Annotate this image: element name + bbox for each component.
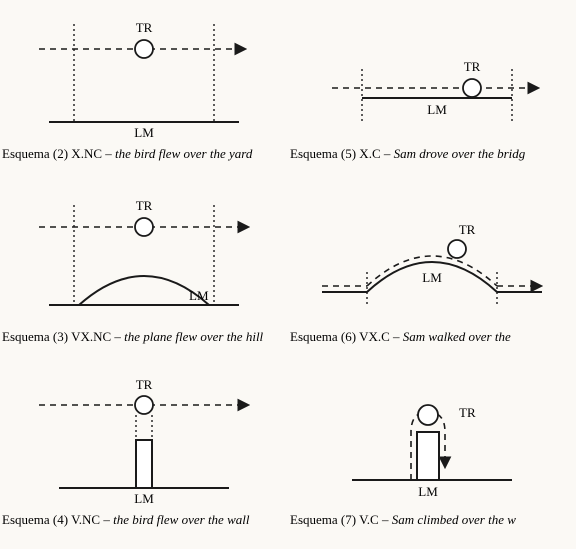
caption-label: Esquema (4) V.NC –	[2, 512, 113, 527]
diagram-x-nc: TR LM	[19, 4, 269, 144]
tr-label: TR	[136, 377, 153, 392]
tr-label: TR	[459, 222, 476, 237]
caption-example: the bird flew over the wall	[113, 512, 249, 527]
cell-d7: TR LM Esquema (7) V.C – Sam climbed over…	[288, 366, 576, 549]
cell-d3: TR LM Esquema (3) VX.NC – the plane flew…	[0, 183, 288, 366]
lm-label: LM	[134, 125, 154, 140]
caption-d6: Esquema (6) VX.C – Sam walked over the	[288, 329, 511, 345]
caption-d5: Esquema (5) X.C – Sam drove over the bri…	[288, 146, 525, 162]
lm-label: LM	[134, 491, 154, 506]
tr-label: TR	[464, 59, 481, 74]
diagram-grid: TR LM Esquema (2) X.NC – the bird flew o…	[0, 0, 576, 549]
caption-d4: Esquema (4) V.NC – the bird flew over th…	[0, 512, 249, 528]
diagram-x-c: TR LM	[307, 4, 557, 144]
diagram-v-nc: TR LM	[19, 370, 269, 510]
cell-d2: TR LM Esquema (2) X.NC – the bird flew o…	[0, 0, 288, 183]
caption-example: the plane flew over the hill	[124, 329, 263, 344]
cell-d5: TR LM Esquema (5) X.C – Sam drove over t…	[288, 0, 576, 183]
diagram-v-c: TR LM	[307, 370, 557, 510]
lm-label: LM	[189, 288, 209, 303]
caption-example: Sam climbed over the w	[392, 512, 516, 527]
tr-label: TR	[459, 405, 476, 420]
caption-label: Esquema (6) VX.C –	[290, 329, 403, 344]
cell-d4: TR LM Esquema (4) V.NC – the bird flew o…	[0, 366, 288, 549]
caption-label: Esquema (7) V.C –	[290, 512, 392, 527]
tr-label: TR	[136, 20, 153, 35]
diagram-vx-c: TR LM	[307, 187, 557, 327]
tr-label: TR	[136, 198, 153, 213]
caption-example: the bird flew over the yard	[115, 146, 252, 161]
lm-label: LM	[418, 484, 438, 499]
lm-label: LM	[422, 270, 442, 285]
caption-example: Sam drove over the bridg	[394, 146, 526, 161]
caption-example: Sam walked over the	[403, 329, 511, 344]
diagram-vx-nc: TR LM	[19, 187, 269, 327]
caption-d7: Esquema (7) V.C – Sam climbed over the w	[288, 512, 516, 528]
caption-label: Esquema (3) VX.NC –	[2, 329, 124, 344]
caption-d3: Esquema (3) VX.NC – the plane flew over …	[0, 329, 263, 345]
caption-d2: Esquema (2) X.NC – the bird flew over th…	[0, 146, 252, 162]
lm-label: LM	[427, 102, 447, 117]
cell-d6: TR LM Esquema (6) VX.C – Sam walked over…	[288, 183, 576, 366]
caption-label: Esquema (5) X.C –	[290, 146, 394, 161]
caption-label: Esquema (2) X.NC –	[2, 146, 115, 161]
